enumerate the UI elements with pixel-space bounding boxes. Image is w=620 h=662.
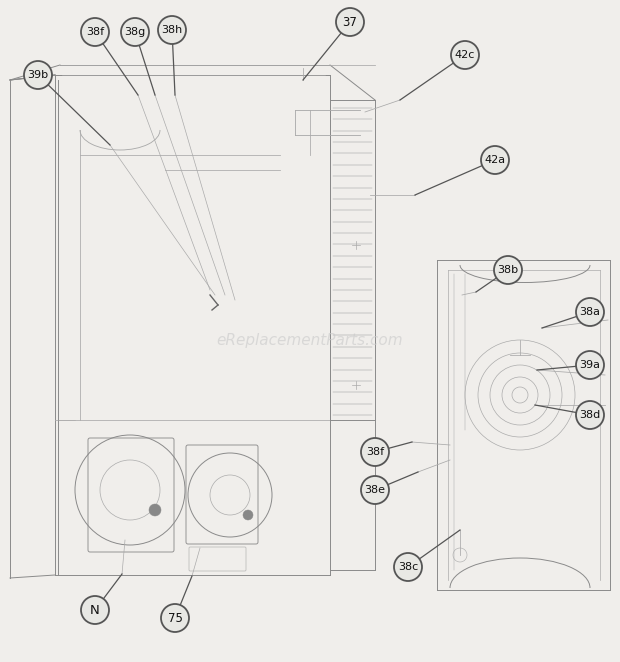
Text: 38e: 38e xyxy=(365,485,386,495)
Text: N: N xyxy=(90,604,100,616)
Text: 39b: 39b xyxy=(27,70,48,80)
Text: 42c: 42c xyxy=(455,50,475,60)
Text: 38b: 38b xyxy=(497,265,518,275)
Circle shape xyxy=(576,351,604,379)
Text: 38g: 38g xyxy=(125,27,146,37)
Circle shape xyxy=(158,16,186,44)
Circle shape xyxy=(336,8,364,36)
Circle shape xyxy=(81,18,109,46)
Text: 39a: 39a xyxy=(580,360,601,370)
Circle shape xyxy=(361,438,389,466)
Text: 38c: 38c xyxy=(398,562,418,572)
Circle shape xyxy=(81,596,109,624)
Circle shape xyxy=(149,504,161,516)
Circle shape xyxy=(121,18,149,46)
Text: 75: 75 xyxy=(167,612,182,624)
Circle shape xyxy=(576,401,604,429)
Circle shape xyxy=(394,553,422,581)
Text: 38f: 38f xyxy=(86,27,104,37)
Text: 38f: 38f xyxy=(366,447,384,457)
Circle shape xyxy=(576,298,604,326)
Circle shape xyxy=(243,510,253,520)
Circle shape xyxy=(494,256,522,284)
Circle shape xyxy=(161,604,189,632)
Text: 42a: 42a xyxy=(484,155,505,165)
Circle shape xyxy=(451,41,479,69)
Text: 38h: 38h xyxy=(161,25,183,35)
Text: 37: 37 xyxy=(343,15,358,28)
Text: eReplacementParts.com: eReplacementParts.com xyxy=(216,332,404,348)
Text: 38d: 38d xyxy=(579,410,601,420)
Circle shape xyxy=(24,61,52,89)
Text: 38a: 38a xyxy=(580,307,601,317)
Circle shape xyxy=(481,146,509,174)
Circle shape xyxy=(361,476,389,504)
